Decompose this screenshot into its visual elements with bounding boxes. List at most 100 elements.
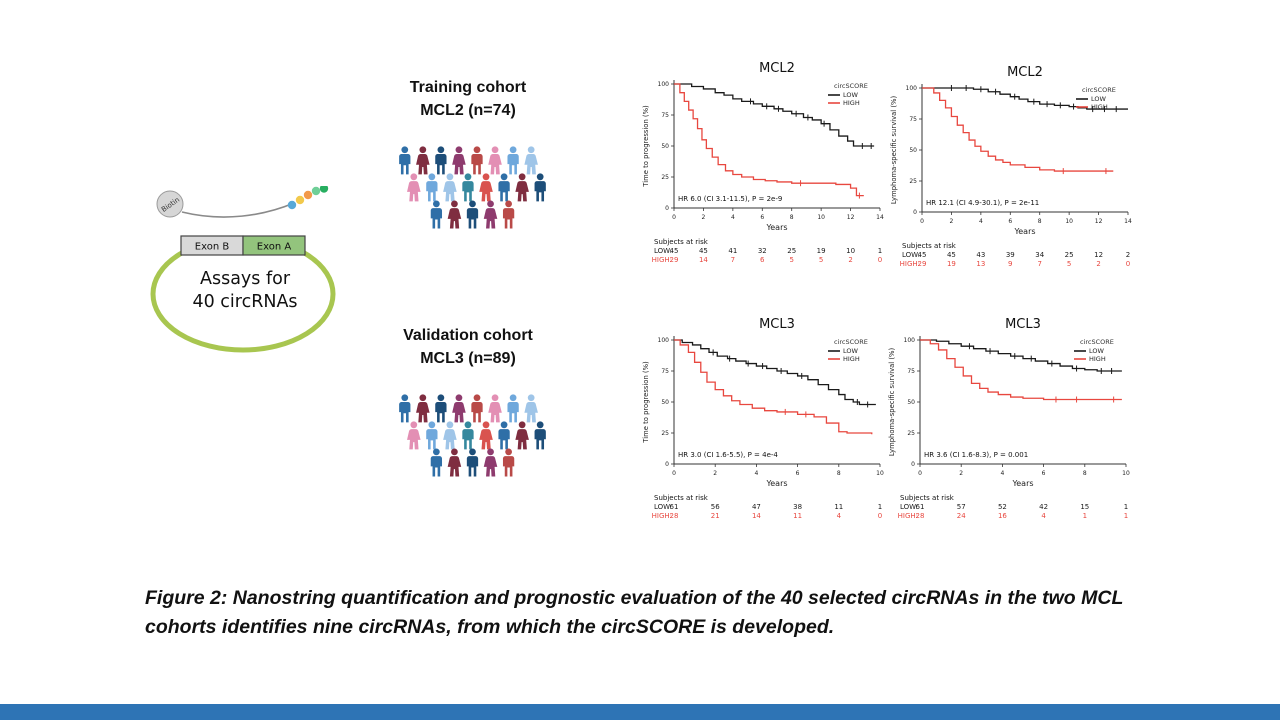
- svg-text:11: 11: [793, 512, 802, 520]
- svg-text:42: 42: [1039, 503, 1048, 511]
- svg-text:100: 100: [658, 81, 670, 88]
- person-icon: [407, 173, 421, 202]
- svg-text:5: 5: [819, 256, 823, 264]
- svg-text:25: 25: [1065, 251, 1074, 259]
- svg-text:14: 14: [699, 256, 708, 264]
- person-icon: [443, 173, 457, 202]
- svg-text:4: 4: [1000, 470, 1004, 477]
- svg-text:19: 19: [947, 260, 956, 268]
- km-plot-mcl3-survival: MCL3 0 25 50 75 100 0 2 4 6 8 10 Years Lymphoma-speci…: [882, 312, 1132, 564]
- svg-text:Time to progression (%): Time to progression (%): [642, 105, 650, 188]
- svg-text:4: 4: [754, 470, 758, 477]
- svg-text:HR 3.6 (CI 1.6-8.3), P = 0.001: HR 3.6 (CI 1.6-8.3), P = 0.001: [924, 451, 1028, 459]
- svg-text:25: 25: [909, 178, 917, 185]
- svg-text:21: 21: [711, 512, 720, 520]
- svg-text:LOW: LOW: [843, 347, 859, 355]
- svg-text:5: 5: [1067, 260, 1071, 268]
- svg-text:5: 5: [789, 256, 793, 264]
- validation-cohort-people-icon: [398, 394, 558, 486]
- crowd-svg: [399, 146, 546, 229]
- svg-text:57: 57: [957, 503, 966, 511]
- person-icon: [426, 421, 438, 450]
- person-icon: [488, 146, 502, 175]
- svg-text:39: 39: [1006, 251, 1015, 259]
- svg-text:52: 52: [998, 503, 1007, 511]
- person-icon: [502, 200, 515, 229]
- svg-text:Lymphoma-specific survival (%): Lymphoma-specific survival (%): [888, 348, 896, 457]
- svg-text:75: 75: [909, 116, 917, 123]
- person-icon: [479, 173, 493, 202]
- svg-text:0: 0: [672, 214, 676, 221]
- svg-text:HIGH:: HIGH:: [652, 256, 672, 264]
- person-icon: [462, 421, 474, 450]
- svg-text:LOW: LOW: [1089, 347, 1105, 355]
- svg-text:38: 38: [793, 503, 802, 511]
- svg-text:25: 25: [787, 247, 796, 255]
- svg-text:Subjects at risk: Subjects at risk: [902, 242, 957, 250]
- svg-text:LOW:: LOW:: [900, 503, 918, 511]
- svg-text:2: 2: [702, 214, 706, 221]
- svg-text:1: 1: [1124, 503, 1128, 511]
- svg-text:HIGH: HIGH: [843, 99, 860, 107]
- svg-text:25: 25: [661, 174, 669, 181]
- svg-text:0: 0: [878, 512, 882, 520]
- person-icon: [435, 394, 447, 423]
- svg-text:25: 25: [661, 430, 669, 437]
- person-icon: [430, 448, 443, 477]
- svg-text:45: 45: [947, 251, 956, 259]
- svg-text:6: 6: [1042, 470, 1046, 477]
- svg-text:2: 2: [713, 470, 717, 477]
- person-icon: [471, 146, 483, 175]
- assay-diagram: Biotin Exon B Exon A Assays for 40 circR…: [148, 184, 348, 361]
- svg-text:2: 2: [959, 470, 963, 477]
- svg-text:10: 10: [876, 470, 884, 477]
- svg-text:HIGH:: HIGH:: [898, 512, 918, 520]
- person-icon: [399, 146, 411, 175]
- svg-text:41: 41: [728, 247, 737, 255]
- person-icon: [430, 200, 443, 229]
- probe-bead: [287, 200, 297, 210]
- svg-text:29: 29: [670, 256, 679, 264]
- svg-text:HR 3.0 (CI 1.6-5.5), P = 4e-4: HR 3.0 (CI 1.6-5.5), P = 4e-4: [678, 451, 778, 459]
- svg-text:LOW:: LOW:: [654, 503, 672, 511]
- person-icon: [452, 394, 466, 423]
- km-plot-mcl3-progression: MCL3 0 25 50 75 100 0 2 4 6 8 10 Years Time to progre…: [636, 312, 886, 564]
- svg-text:1: 1: [878, 247, 882, 255]
- person-icon: [416, 394, 430, 423]
- svg-text:28: 28: [670, 512, 679, 520]
- svg-text:Subjects at risk: Subjects at risk: [654, 494, 709, 502]
- svg-text:HR 12.1 (CI 4.9-30.1), P = 2e-: HR 12.1 (CI 4.9-30.1), P = 2e-11: [926, 199, 1039, 207]
- svg-text:25: 25: [907, 430, 915, 437]
- person-icon: [515, 421, 529, 450]
- assay-diagram-svg: Biotin Exon B Exon A Assays for 40 circR…: [150, 184, 336, 353]
- svg-text:6: 6: [1008, 218, 1012, 225]
- svg-text:circSCORE: circSCORE: [834, 338, 868, 346]
- probe-bead: [303, 190, 313, 200]
- person-icon: [426, 173, 438, 202]
- svg-text:56: 56: [711, 503, 720, 511]
- svg-text:0: 0: [878, 256, 882, 264]
- exon-a-box: [242, 235, 306, 256]
- svg-text:29: 29: [918, 260, 927, 268]
- bottom-accent-bar: [0, 704, 1280, 720]
- svg-text:11: 11: [834, 503, 843, 511]
- svg-text:MCL3: MCL3: [759, 317, 795, 332]
- km-plot-mcl2-progression: MCL2 0 25 50 75 100 0 2 4 6 8 10 12 14 Years Time to pr…: [636, 56, 886, 308]
- person-icon: [534, 421, 546, 450]
- svg-text:MCL2: MCL2: [1007, 65, 1043, 80]
- person-icon: [524, 146, 538, 175]
- svg-text:4: 4: [837, 512, 842, 520]
- person-icon: [466, 200, 479, 229]
- svg-text:Time to progression (%): Time to progression (%): [642, 361, 650, 444]
- svg-text:8: 8: [1083, 470, 1087, 477]
- svg-text:100: 100: [658, 337, 670, 344]
- svg-text:34: 34: [1035, 251, 1044, 259]
- figure-caption: Figure 2: Nanostring quantification and …: [145, 587, 1124, 639]
- svg-text:45: 45: [670, 247, 679, 255]
- training-cohort-line2: MCL2 (n=74): [420, 102, 516, 120]
- svg-text:47: 47: [752, 503, 761, 511]
- svg-text:50: 50: [909, 147, 917, 154]
- svg-text:8: 8: [790, 214, 794, 221]
